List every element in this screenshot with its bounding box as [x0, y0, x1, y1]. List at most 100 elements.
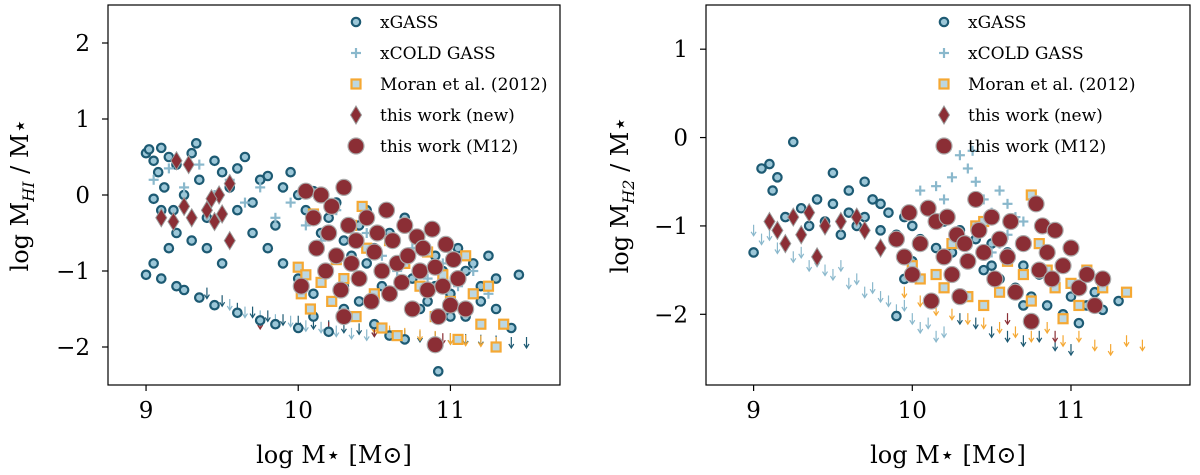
data-point — [347, 232, 365, 250]
upper-limit-arrow — [508, 337, 515, 350]
data-point — [239, 197, 250, 208]
data-point — [1065, 291, 1077, 302]
data-point — [312, 186, 330, 204]
plot-frame — [705, 4, 1191, 386]
data-point — [182, 154, 195, 175]
upper-limit-arrow — [909, 313, 916, 326]
data-point — [190, 138, 202, 149]
data-point — [1073, 299, 1085, 312]
data-point — [327, 247, 345, 265]
data-point — [209, 155, 220, 167]
data-point — [1025, 295, 1037, 307]
data-point — [292, 322, 304, 334]
data-point — [339, 216, 358, 234]
upper-limit-arrow — [774, 242, 781, 255]
data-point — [1120, 286, 1133, 298]
upper-limit-arrow — [948, 308, 955, 321]
data-point — [297, 182, 315, 200]
data-point — [835, 229, 847, 241]
data-point — [216, 258, 228, 269]
legend-label: this work (new) — [968, 106, 1103, 126]
data-point — [930, 268, 942, 281]
data-point — [426, 336, 444, 354]
data-point — [194, 292, 205, 303]
upper-limit-arrow — [806, 260, 813, 273]
data-point — [335, 178, 353, 196]
data-point — [358, 209, 376, 227]
legend-label: this work (new) — [380, 106, 515, 126]
data-point — [380, 285, 399, 303]
data-point — [919, 199, 937, 217]
upper-limit-arrow — [877, 291, 884, 304]
data-point — [350, 311, 362, 323]
data-point — [186, 235, 198, 246]
data-point — [1073, 317, 1085, 329]
data-point — [441, 296, 460, 314]
data-point — [383, 232, 402, 250]
upper-limit-arrow — [462, 334, 469, 347]
data-point — [959, 252, 977, 270]
x-axis-label: log M⋆ [M⊙] — [870, 441, 1026, 469]
data-point — [970, 176, 981, 187]
data-point — [1113, 295, 1124, 307]
data-point — [152, 166, 164, 178]
data-point — [457, 300, 475, 318]
data-point — [320, 224, 338, 242]
data-point — [875, 198, 886, 210]
data-point — [795, 224, 808, 245]
upper-limit-arrow — [901, 286, 908, 299]
data-point — [764, 158, 775, 170]
data-point — [163, 163, 174, 174]
series-3 — [763, 202, 887, 267]
upper-limit-arrow — [219, 295, 226, 308]
upper-limit-arrow — [1060, 335, 1067, 348]
upper-limit-arrow — [758, 233, 765, 246]
y-tick-label: 1 — [673, 37, 688, 63]
data-point — [304, 209, 323, 227]
data-point — [338, 235, 350, 246]
legend-marker — [939, 48, 949, 58]
data-point — [975, 243, 993, 262]
data-point — [373, 262, 391, 280]
upper-limit-arrow — [302, 320, 309, 333]
data-point — [239, 151, 251, 163]
data-point — [883, 207, 894, 218]
upper-limit-arrow — [1067, 344, 1074, 357]
legend-marker — [937, 105, 951, 125]
upper-limit-arrow — [933, 330, 940, 343]
data-point — [368, 224, 386, 242]
data-point — [332, 281, 350, 299]
data-point — [292, 277, 310, 295]
upper-limit-arrow — [1052, 330, 1059, 343]
y-tick-label: 2 — [75, 31, 90, 57]
data-point — [414, 239, 432, 257]
legend-label: this work (M12) — [968, 137, 1106, 157]
upper-limit-arrow — [1107, 344, 1114, 357]
data-point — [906, 220, 918, 232]
legend-marker — [351, 48, 361, 58]
data-point — [1054, 257, 1072, 275]
upper-limit-arrow — [861, 286, 868, 299]
x-tick-label: 11 — [1056, 398, 1085, 424]
data-point — [490, 303, 502, 315]
data-point — [255, 182, 266, 193]
x-tick-label: 9 — [139, 398, 154, 424]
data-point — [159, 182, 170, 193]
data-point — [967, 145, 978, 156]
data-point — [232, 307, 243, 319]
y-tick-label: 0 — [75, 183, 90, 209]
data-point — [232, 204, 243, 216]
legend-marker — [347, 137, 365, 155]
data-point — [434, 277, 452, 295]
upper-limit-arrow — [980, 317, 987, 330]
upper-limit-arrow — [226, 299, 233, 312]
legend-label: Moran et al. (2012) — [380, 75, 547, 95]
data-point — [993, 286, 1006, 298]
series-3 — [155, 150, 236, 251]
data-point — [1043, 270, 1061, 288]
data-point — [867, 194, 878, 205]
data-point — [967, 190, 985, 209]
x-tick-label: 10 — [284, 398, 313, 424]
upper-limit-arrow — [972, 317, 979, 330]
upper-limit-arrow — [988, 326, 995, 339]
